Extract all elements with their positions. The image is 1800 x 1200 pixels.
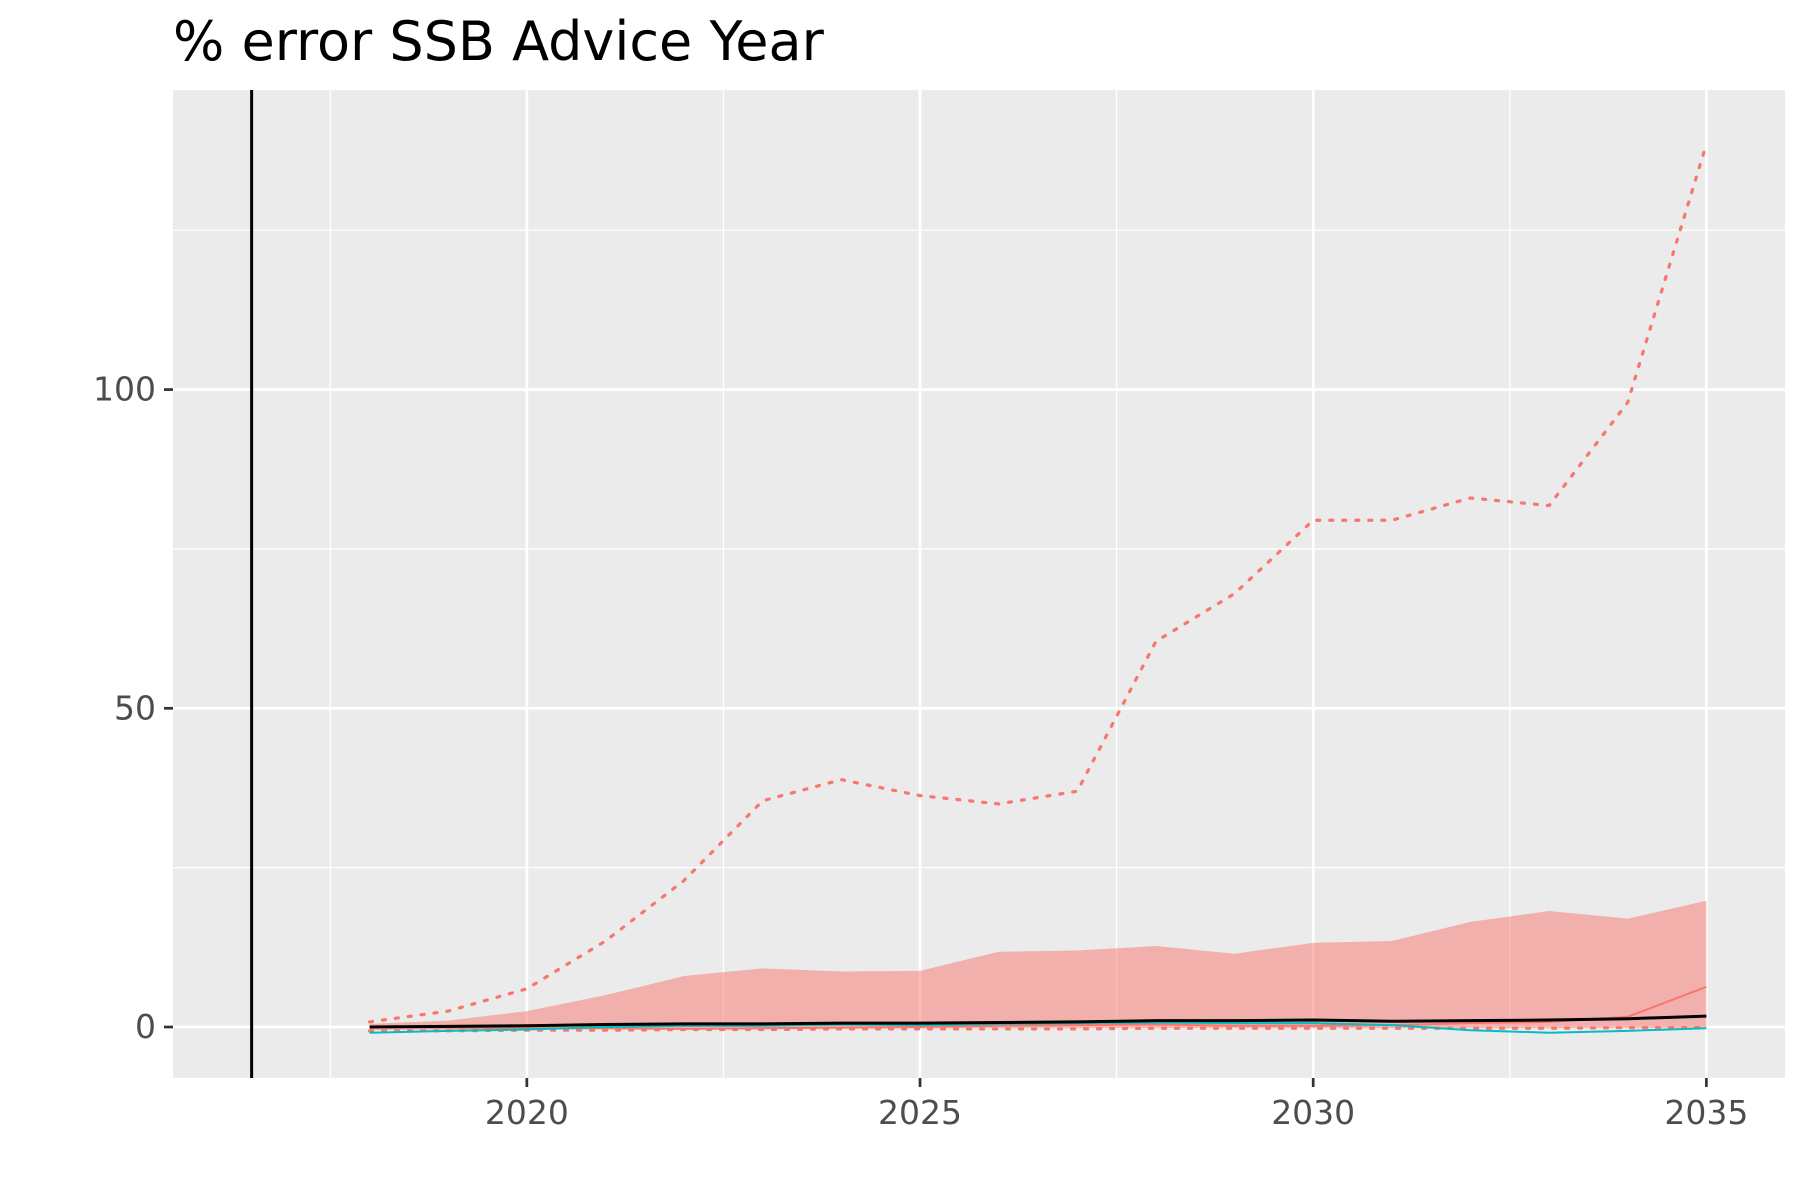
series-layer	[367, 142, 1708, 1034]
x-tick-label: 2020	[485, 1093, 569, 1132]
x-tick-label: 2030	[1271, 1093, 1355, 1132]
y-tick-label: 50	[114, 688, 156, 727]
y-tick-label: 0	[135, 1007, 156, 1046]
series-line-5	[369, 1014, 1707, 1029]
uncertainty-ribbon	[369, 900, 1707, 1031]
series-line-1	[367, 142, 1708, 1024]
ribbon-layer	[369, 900, 1707, 1031]
series-line-2	[367, 1026, 1708, 1033]
chart-title: % error SSB Advice Year	[173, 10, 824, 73]
plot-panel	[173, 90, 1785, 1078]
x-tick-label: 2035	[1664, 1093, 1748, 1132]
x-tick-label: 2025	[878, 1093, 962, 1132]
axis-layer: 2020 2025 2030 2035 0 50 100	[93, 370, 1748, 1132]
minor-gridlines	[173, 90, 1785, 1078]
y-tick-label: 100	[93, 370, 156, 409]
